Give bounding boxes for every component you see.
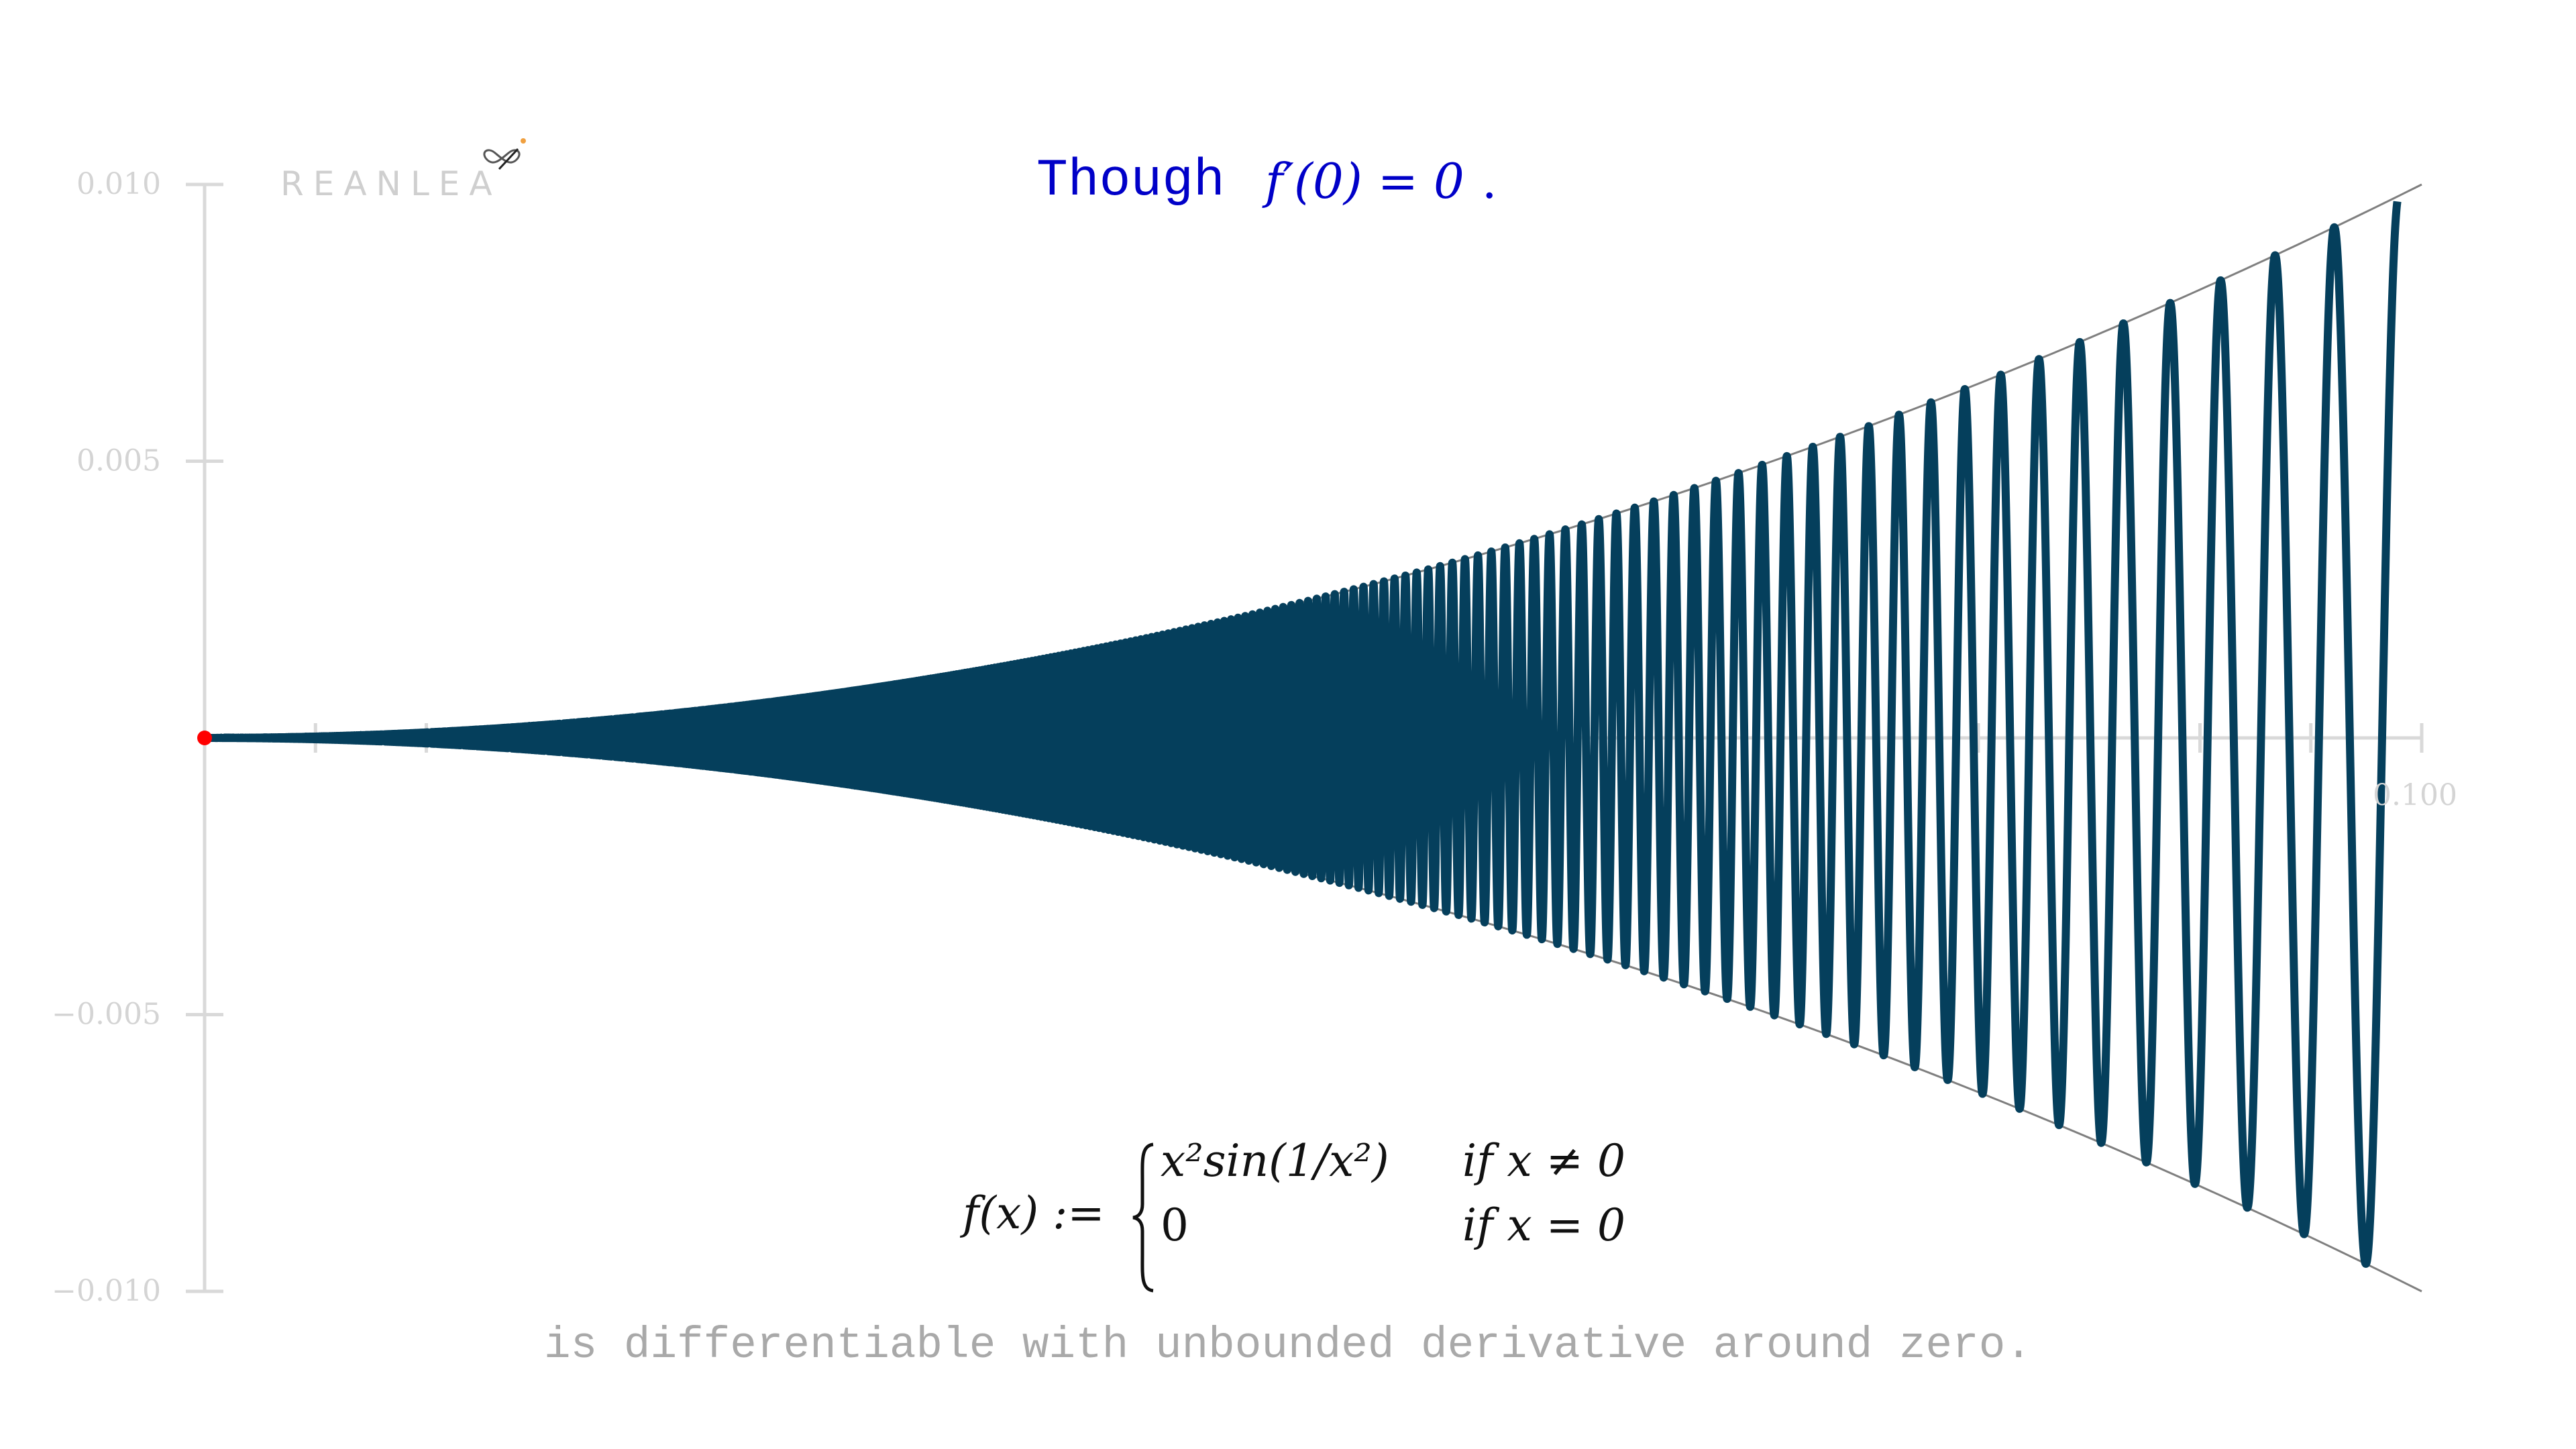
function-curve (204, 197, 2402, 1268)
title-word: Though (1036, 152, 1225, 211)
title-period: . (1481, 153, 1497, 209)
subtitle: is differentiable with unbounded derivat… (544, 1320, 2032, 1371)
case-1-condition: if x ≠ 0 (1462, 1135, 1625, 1187)
x-tick-label-0: 0.100 (2373, 778, 2457, 812)
logo-text: REANLEA (280, 164, 502, 203)
origin-point (197, 731, 212, 745)
y-tick-label-2: −0.005 (52, 998, 161, 1032)
tick-labels: 0.010 0.005 −0.005 −0.010 0.100 (52, 167, 2457, 1308)
case-2-condition: if x = 0 (1462, 1199, 1625, 1251)
title-formula: f′(0) = 0 (1265, 153, 1464, 209)
case-1-expression: x²sin(1/x²) (1161, 1135, 1389, 1187)
title: Though f′(0) = 0 . (1036, 144, 1497, 218)
infinity-logo-icon (483, 138, 526, 170)
case-2-expression: 0 (1161, 1199, 1189, 1251)
y-tick-label-3: −0.010 (52, 1274, 161, 1308)
function-definition: f(x) := x²sin(1/x²) 0 if x ≠ 0 if x = 0 (963, 1135, 1701, 1295)
y-tick-label-0: 0.010 (76, 167, 161, 201)
y-tick-label-1: 0.005 (76, 444, 161, 478)
origin-dot-layer (197, 731, 212, 745)
definition-lhs: f(x) := (963, 1187, 1105, 1239)
left-brace-icon (1132, 1142, 1154, 1293)
curve-layer (204, 197, 2402, 1268)
